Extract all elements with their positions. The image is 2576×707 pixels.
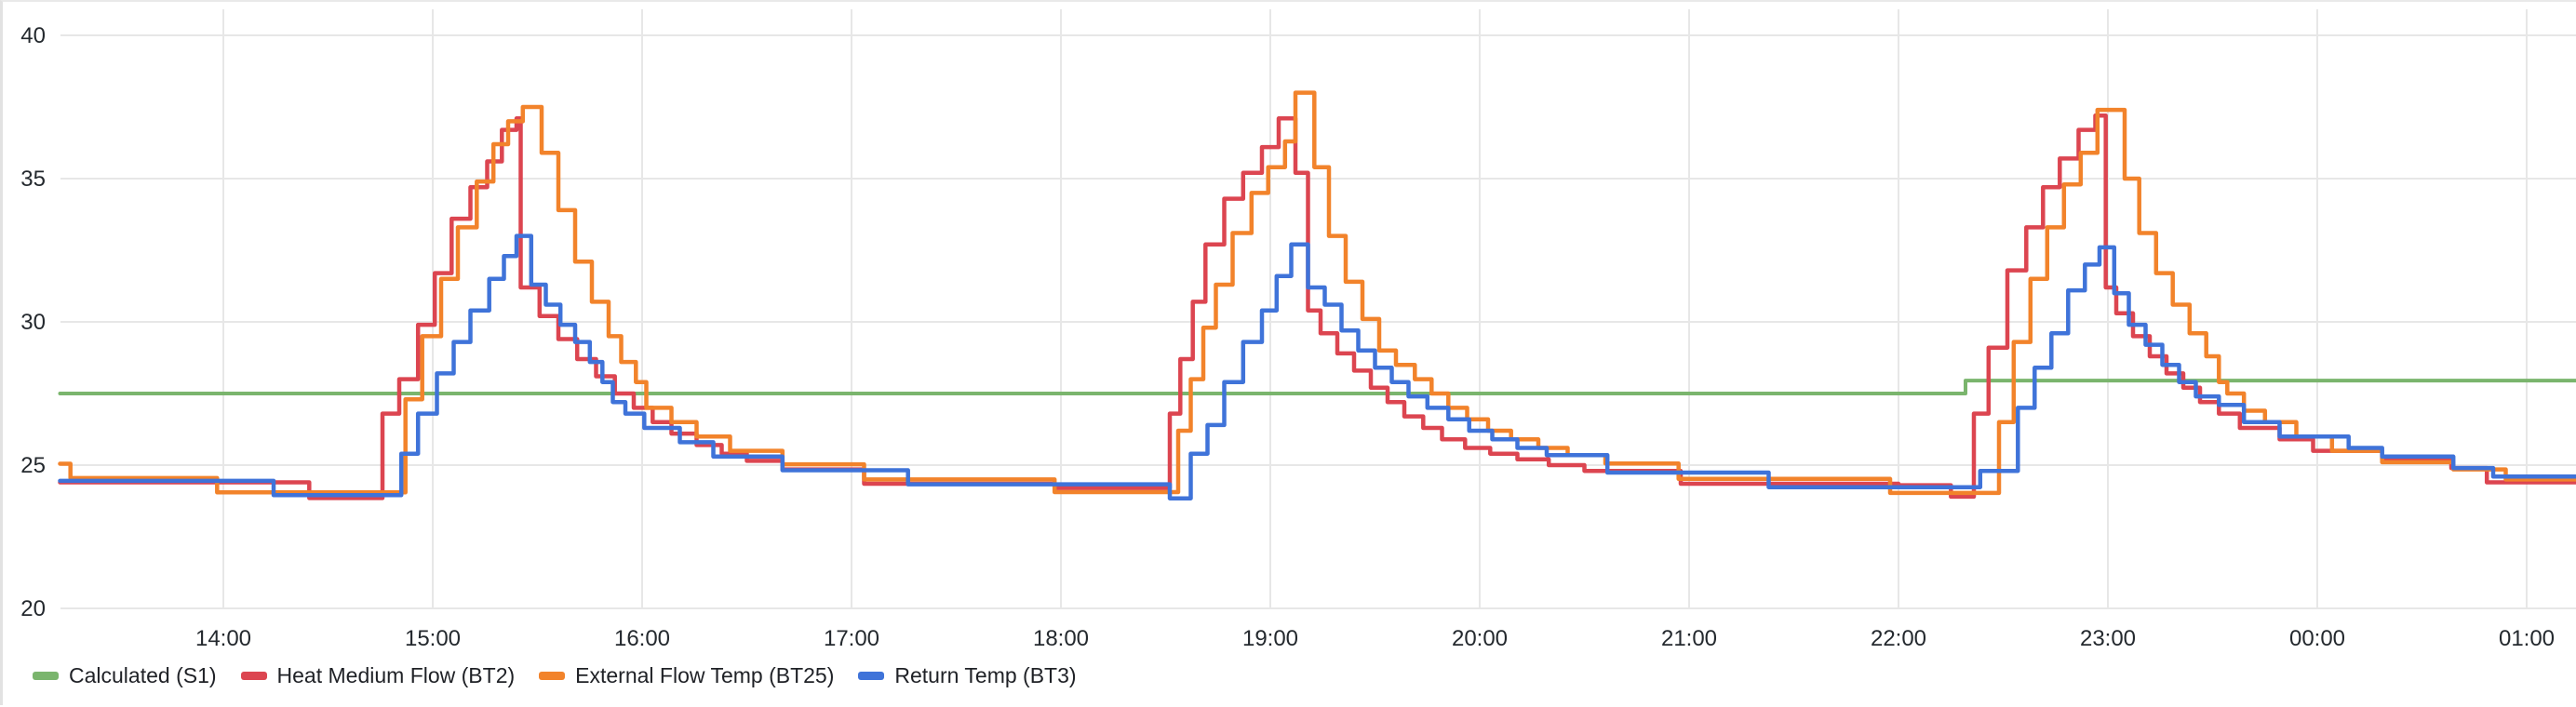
legend-swatch-blue — [858, 672, 884, 680]
legend-item-external-flow-temp-bt25[interactable]: External Flow Temp (BT25) — [539, 665, 834, 687]
legend-swatch-green — [33, 672, 59, 680]
series-line-3[interactable] — [60, 236, 2576, 499]
legend-item-calculated-s1[interactable]: Calculated (S1) — [33, 665, 217, 687]
legend-item-heat-medium-flow-bt2[interactable]: Heat Medium Flow (BT2) — [241, 665, 516, 687]
y-tick-label: 35 — [20, 167, 46, 192]
x-tick-label: 18:00 — [1033, 626, 1089, 651]
x-tick-label: 19:00 — [1242, 626, 1298, 651]
chart-legend: Calculated (S1) Heat Medium Flow (BT2) E… — [33, 657, 1077, 694]
series-line-2[interactable] — [60, 93, 2576, 493]
x-tick-label: 15:00 — [405, 626, 461, 651]
x-tick-label: 00:00 — [2289, 626, 2345, 651]
legend-label-heat-medium-flow-bt2: Heat Medium Flow (BT2) — [277, 665, 516, 687]
y-tick-label: 25 — [20, 453, 46, 478]
x-tick-label: 21:00 — [1661, 626, 1717, 651]
legend-label-external-flow-temp-bt25: External Flow Temp (BT25) — [575, 665, 834, 687]
legend-label-return-temp-bt3: Return Temp (BT3) — [894, 665, 1076, 687]
y-tick-label: 30 — [20, 310, 46, 335]
time-series-chart[interactable]: 20 25 30 35 40 14:00 15:00 16:00 17:00 18:00 19:00… — [3, 2, 2576, 707]
x-tick-label: 16:00 — [614, 626, 670, 651]
legend-swatch-orange — [539, 672, 565, 680]
x-grid-and-labels: 14:00 15:00 16:00 17:00 18:00 19:00 20:00 21:00… — [195, 9, 2555, 651]
legend-item-return-temp-bt3[interactable]: Return Temp (BT3) — [858, 665, 1076, 687]
x-tick-label: 17:00 — [824, 626, 879, 651]
x-tick-label: 23:00 — [2080, 626, 2136, 651]
x-tick-label: 01:00 — [2499, 626, 2555, 651]
legend-label-calculated-s1: Calculated (S1) — [69, 665, 217, 687]
y-tick-label: 20 — [20, 596, 46, 621]
series-line-1[interactable] — [60, 115, 2576, 498]
legend-swatch-red — [241, 672, 267, 680]
y-tick-label: 40 — [20, 23, 46, 48]
x-tick-label: 14:00 — [195, 626, 251, 651]
x-tick-label: 20:00 — [1452, 626, 1508, 651]
y-grid-and-labels: 20 25 30 35 40 — [20, 23, 2576, 621]
x-tick-label: 22:00 — [1871, 626, 1926, 651]
